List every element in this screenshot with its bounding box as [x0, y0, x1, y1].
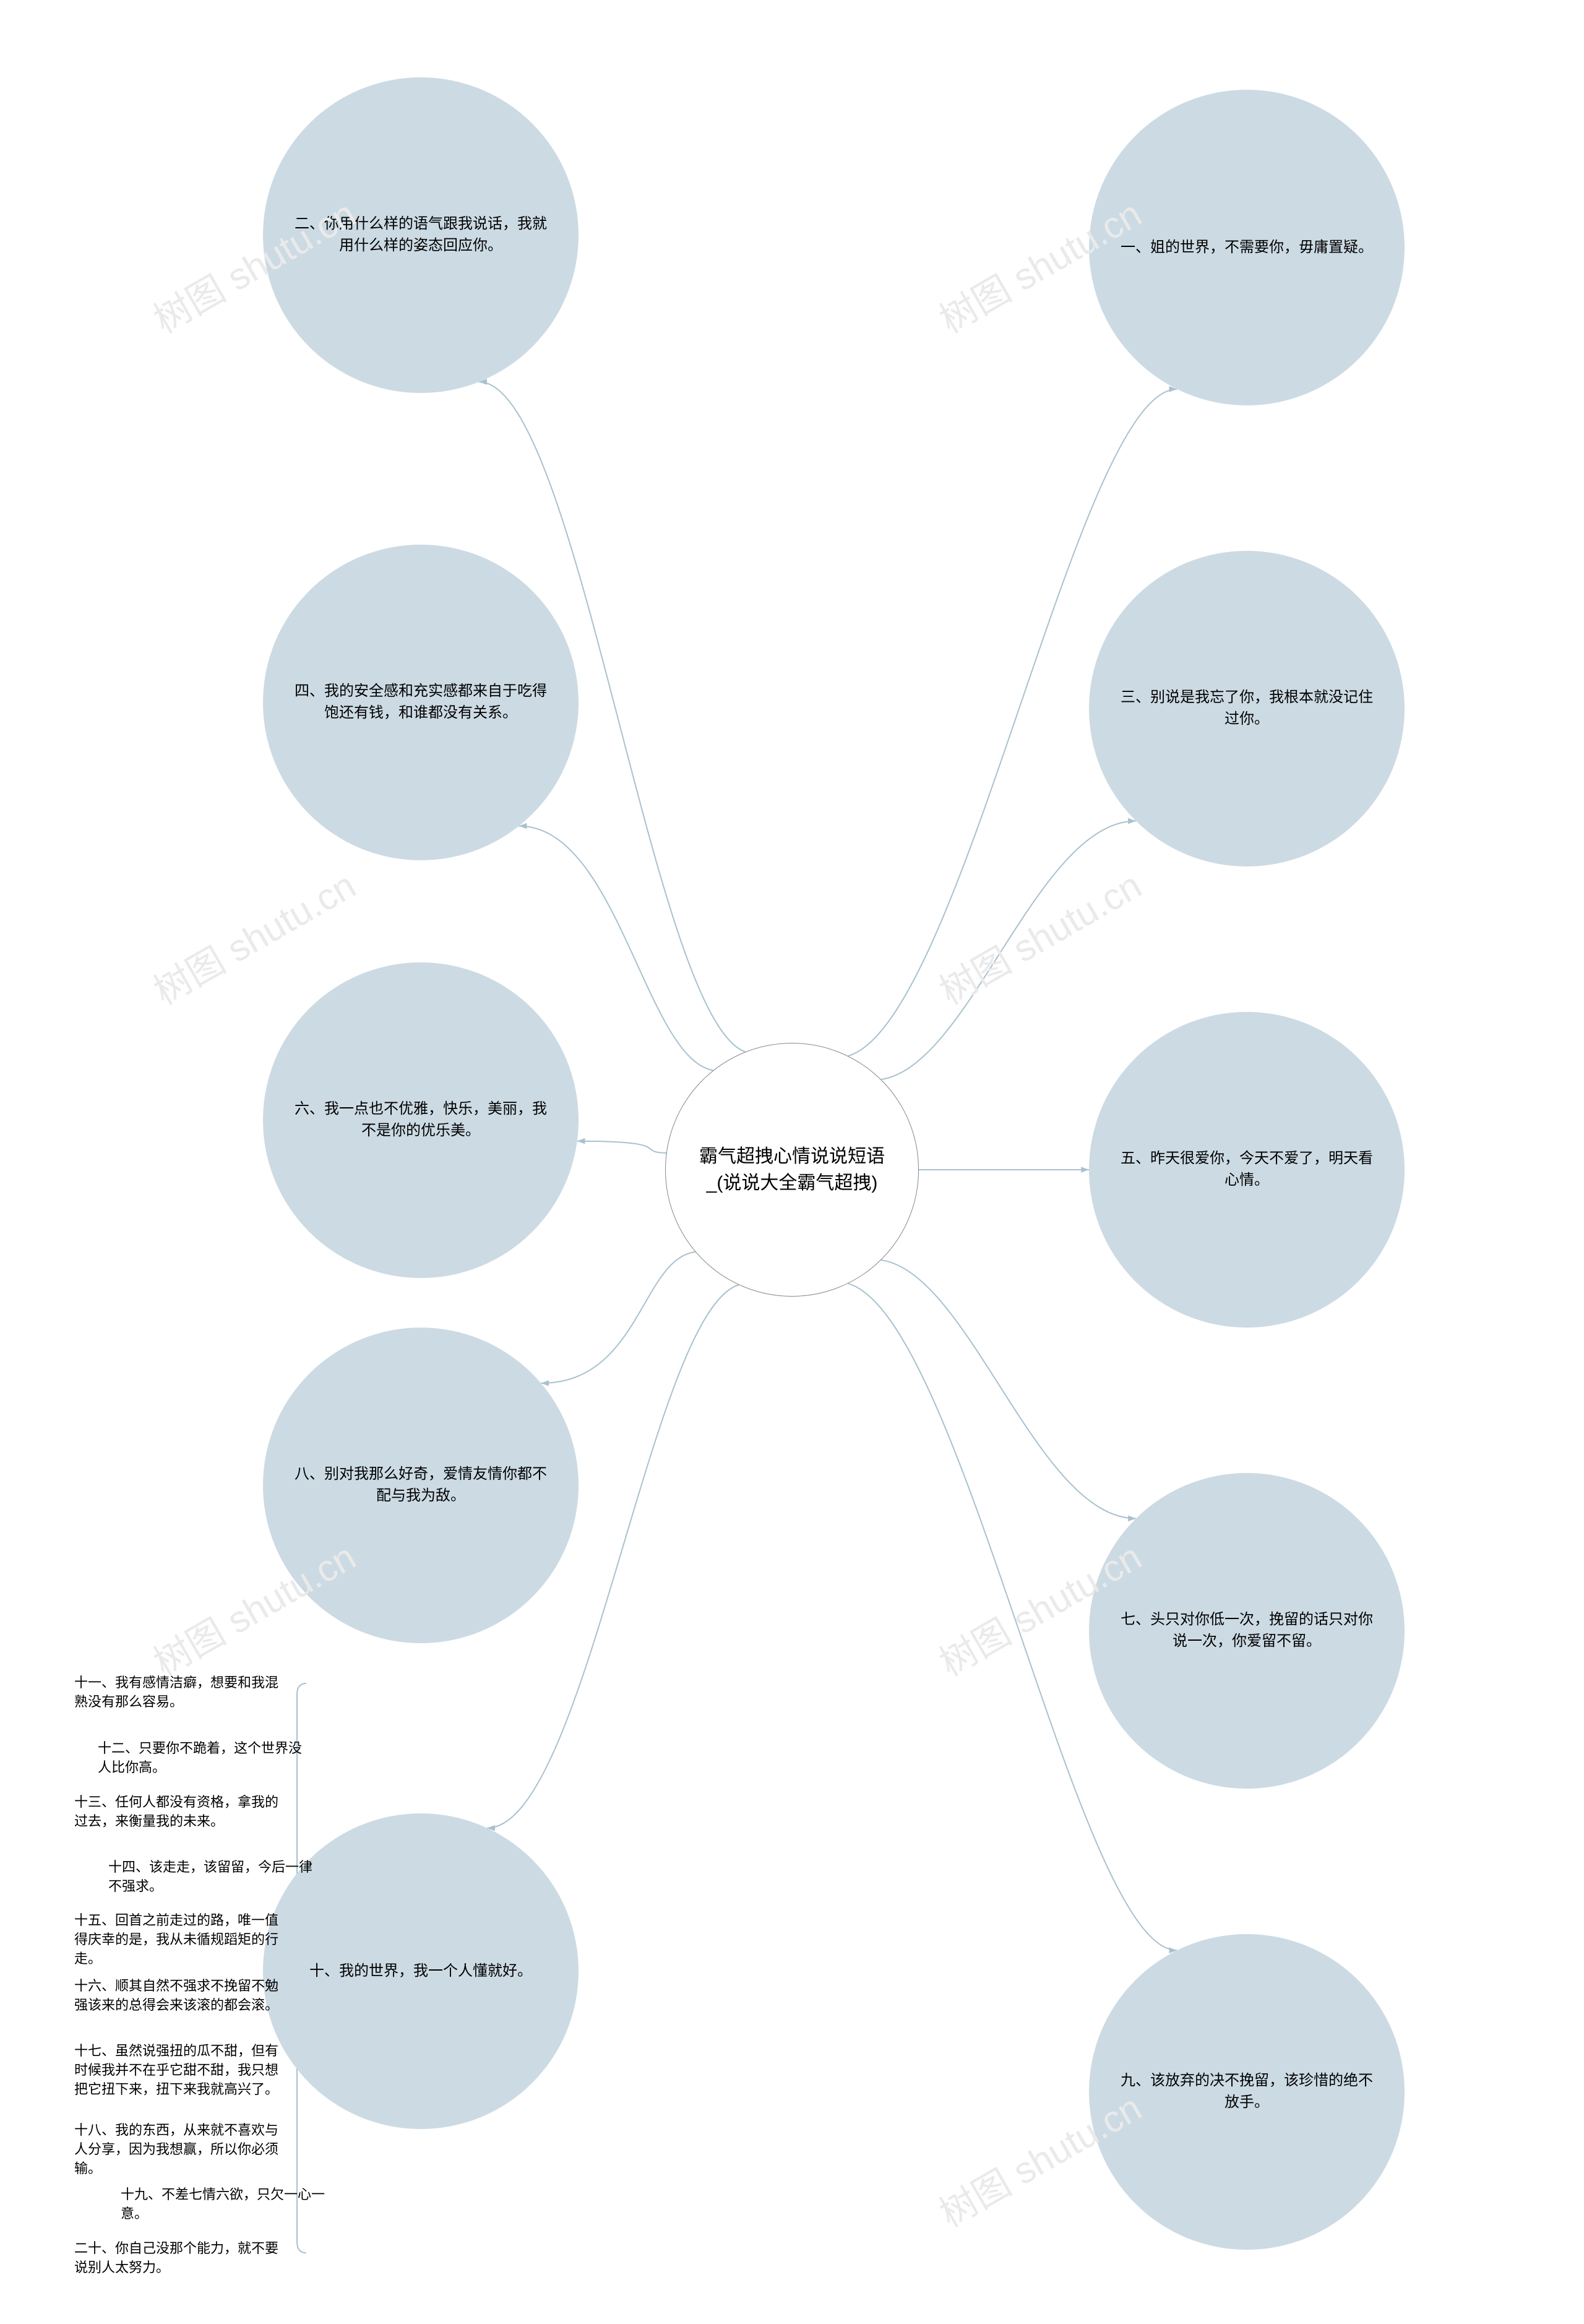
sub-item-14[interactable]: 十四、该走走，该留留，今后一律不强求。 [108, 1858, 325, 1896]
branch-node-b1[interactable]: 一、姐的世界，不需要你，毋庸置疑。 [1089, 90, 1405, 405]
mindmap-canvas: 霸气超拽心情说说短语_(说说大全霸气超拽) 一、姐的世界，不需要你，毋庸置疑。三、… [0, 0, 1584, 2324]
branch-node-b6[interactable]: 六、我一点也不优雅，快乐，美丽，我不是你的优乐美。 [263, 962, 579, 1278]
branch-node-b9[interactable]: 九、该放弃的决不挽留，该珍惜的绝不放手。 [1089, 1934, 1405, 2250]
branch-node-b5-label: 五、昨天很爱你，今天不爱了，明天看心情。 [1089, 1148, 1405, 1191]
sub-item-16[interactable]: 十六、顺其自然不强求不挽留不勉强该来的总得会来该滚的都会滚。 [74, 1977, 291, 2015]
sub-item-13[interactable]: 十三、任何人都没有资格，拿我的过去，来衡量我的未来。 [74, 1793, 291, 1831]
sub-item-17[interactable]: 十七、虽然说强扭的瓜不甜，但有时候我并不在乎它甜不甜，我只想把它扭下来，扭下来我… [74, 2042, 291, 2099]
branch-node-b8[interactable]: 八、别对我那么好奇，爱情友情你都不配与我为敌。 [263, 1328, 579, 1643]
branch-node-b2[interactable]: 二、你用什么样的语气跟我说话，我就用什么样的姿态回应你。 [263, 77, 579, 393]
sub-item-12[interactable]: 十二、只要你不跪着，这个世界没人比你高。 [98, 1739, 314, 1778]
branch-node-b6-label: 六、我一点也不优雅，快乐，美丽，我不是你的优乐美。 [263, 1099, 579, 1142]
branch-node-b5[interactable]: 五、昨天很爱你，今天不爱了，明天看心情。 [1089, 1012, 1405, 1328]
branch-node-b1-label: 一、姐的世界，不需要你，毋庸置疑。 [1096, 237, 1398, 259]
branch-node-b10-label: 十、我的世界，我一个人懂就好。 [285, 1961, 557, 1982]
center-node[interactable]: 霸气超拽心情说说短语_(说说大全霸气超拽) [665, 1043, 919, 1297]
branch-node-b8-label: 八、别对我那么好奇，爱情友情你都不配与我为敌。 [263, 1464, 579, 1507]
sub-item-20[interactable]: 二十、你自己没那个能力，就不要说别人太努力。 [74, 2239, 291, 2278]
center-node-label: 霸气超拽心情说说短语_(说说大全霸气超拽) [666, 1143, 918, 1197]
branch-node-b2-label: 二、你用什么样的语气跟我说话，我就用什么样的姿态回应你。 [263, 214, 579, 257]
sub-item-11[interactable]: 十一、我有感情洁癖，想要和我混熟没有那么容易。 [74, 1674, 291, 1712]
branch-node-b7-label: 七、头只对你低一次，挽留的话只对你说一次，你爱留不留。 [1089, 1609, 1405, 1652]
sub-item-19[interactable]: 十九、不差七情六欲，只欠一心一意。 [121, 2185, 337, 2224]
branch-node-b9-label: 九、该放弃的决不挽留，该珍惜的绝不放手。 [1089, 2070, 1405, 2114]
sub-item-15[interactable]: 十五、回首之前走过的路，唯一值得庆幸的是，我从未循规蹈矩的行走。 [74, 1911, 291, 1968]
sub-item-18[interactable]: 十八、我的东西，从来就不喜欢与人分享，因为我想赢，所以你必须输。 [74, 2121, 291, 2178]
branch-node-b3-label: 三、别说是我忘了你，我根本就没记住过你。 [1089, 687, 1405, 730]
branch-node-b4-label: 四、我的安全感和充实感都来自于吃得饱还有钱，和谁都没有关系。 [263, 681, 579, 724]
branch-node-b4[interactable]: 四、我的安全感和充实感都来自于吃得饱还有钱，和谁都没有关系。 [263, 545, 579, 860]
branch-node-b3[interactable]: 三、别说是我忘了你，我根本就没记住过你。 [1089, 551, 1405, 866]
watermark: 树图 shutu.cn [928, 856, 1150, 1015]
branch-node-b7[interactable]: 七、头只对你低一次，挽留的话只对你说一次，你爱留不留。 [1089, 1473, 1405, 1789]
